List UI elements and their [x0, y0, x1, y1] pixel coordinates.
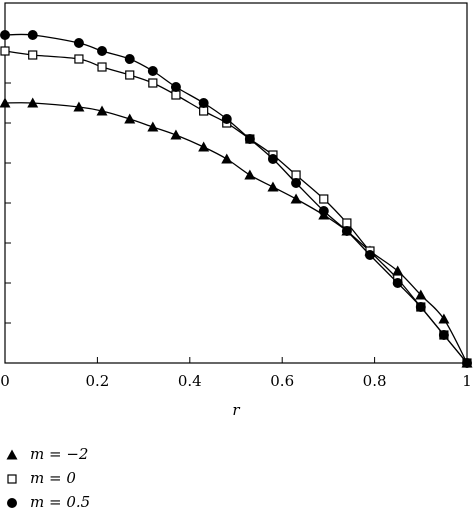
- marker: [198, 141, 210, 152]
- marker: [267, 154, 278, 164]
- marker: [0, 97, 11, 108]
- marker: [199, 106, 209, 116]
- marker: [392, 265, 404, 276]
- marker: [7, 498, 17, 508]
- marker: [73, 101, 85, 112]
- legend-label: m = 0: [30, 469, 76, 487]
- marker: [438, 313, 450, 324]
- marker: [221, 114, 232, 124]
- marker: [244, 134, 255, 144]
- x-tick-label: 0.4: [178, 372, 202, 390]
- marker: [0, 30, 10, 40]
- x-tick-label: 0: [0, 372, 10, 390]
- marker: [0, 46, 10, 56]
- marker: [438, 330, 449, 340]
- marker: [171, 90, 181, 100]
- marker: [415, 289, 427, 300]
- marker: [170, 82, 181, 92]
- marker: [97, 62, 107, 72]
- x-tick-label: 0.6: [270, 372, 294, 390]
- marker: [97, 46, 108, 56]
- marker: [147, 66, 158, 76]
- marker: [198, 98, 209, 108]
- marker: [148, 78, 158, 88]
- marker: [125, 70, 135, 80]
- marker: [7, 474, 17, 484]
- marker: [392, 278, 403, 288]
- marker: [290, 193, 302, 204]
- marker: [96, 105, 108, 116]
- series-line: [4, 50, 468, 364]
- marker: [415, 302, 426, 312]
- marker: [73, 38, 84, 48]
- legend-label: m = −2: [30, 445, 88, 463]
- legend-label: m = 0.5: [30, 493, 90, 509]
- x-tick-label: 0.2: [85, 372, 109, 390]
- marker: [342, 218, 352, 228]
- marker: [319, 194, 329, 204]
- marker: [341, 226, 352, 236]
- marker: [267, 181, 279, 192]
- plot-frame: [4, 2, 468, 364]
- series-line: [4, 33, 468, 364]
- marker: [124, 113, 136, 124]
- x-tick-label: 0.8: [363, 372, 387, 390]
- marker: [27, 97, 39, 108]
- marker: [27, 30, 38, 40]
- x-axis-label: r: [232, 401, 240, 419]
- marker: [170, 129, 182, 140]
- marker: [147, 121, 159, 132]
- marker: [124, 54, 135, 64]
- marker: [244, 169, 256, 180]
- marker: [28, 50, 38, 60]
- marker: [364, 250, 375, 260]
- marker: [6, 449, 18, 460]
- marker: [318, 206, 329, 216]
- marker: [462, 358, 472, 368]
- series-line: [4, 102, 468, 364]
- marker: [74, 54, 84, 64]
- marker: [221, 153, 233, 164]
- marker: [291, 178, 302, 188]
- x-tick-label: 1: [462, 372, 472, 390]
- marker: [291, 170, 301, 180]
